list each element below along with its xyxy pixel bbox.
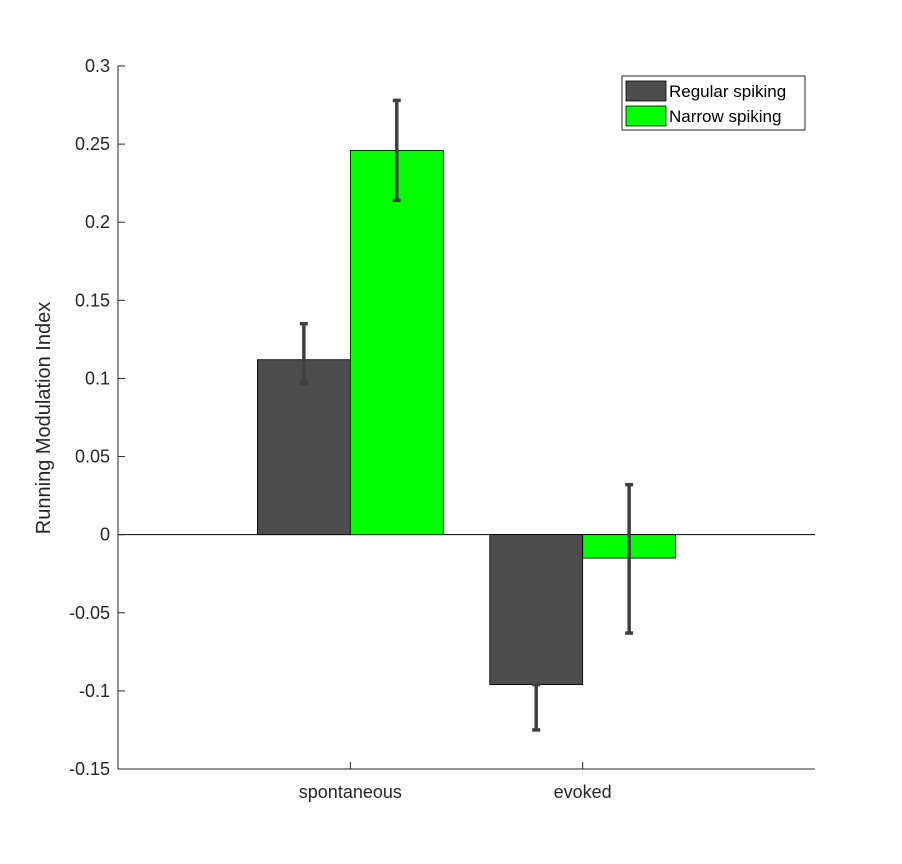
legend-label: Narrow spiking <box>669 107 781 126</box>
legend-swatch <box>625 105 667 127</box>
x-tick-label: evoked <box>554 782 612 802</box>
y-tick-label: 0.3 <box>85 56 110 76</box>
legend-swatch <box>625 80 667 102</box>
y-tick-label: 0 <box>100 525 110 545</box>
y-tick-label: 0.05 <box>75 447 110 467</box>
bar-regular-spiking-spontaneous <box>256 359 351 536</box>
bar-narrow-spiking-spontaneous <box>349 149 444 536</box>
y-tick-label: -0.1 <box>79 681 110 701</box>
y-tick-label: -0.15 <box>69 759 110 779</box>
bar-regular-spiking-evoked <box>489 534 584 686</box>
y-tick-label: 0.1 <box>85 368 110 388</box>
legend: Regular spiking Narrow spiking <box>621 75 806 131</box>
y-tick-label: 0.25 <box>75 134 110 154</box>
y-tick-label: -0.05 <box>69 603 110 623</box>
y-tick-label: 0.15 <box>75 290 110 310</box>
x-tick-label: spontaneous <box>299 782 402 802</box>
ticks: -0.15 -0.1 -0.05 0 0.05 0.1 0.15 0.2 0.25 0.3 spon… <box>69 56 612 802</box>
error-bars <box>299 98 634 732</box>
bars <box>256 149 677 686</box>
legend-label: Regular spiking <box>669 82 786 101</box>
axes <box>117 66 815 770</box>
y-axis-title: Running Modulation Index <box>33 302 55 534</box>
y-tick-label: 0.2 <box>85 212 110 232</box>
